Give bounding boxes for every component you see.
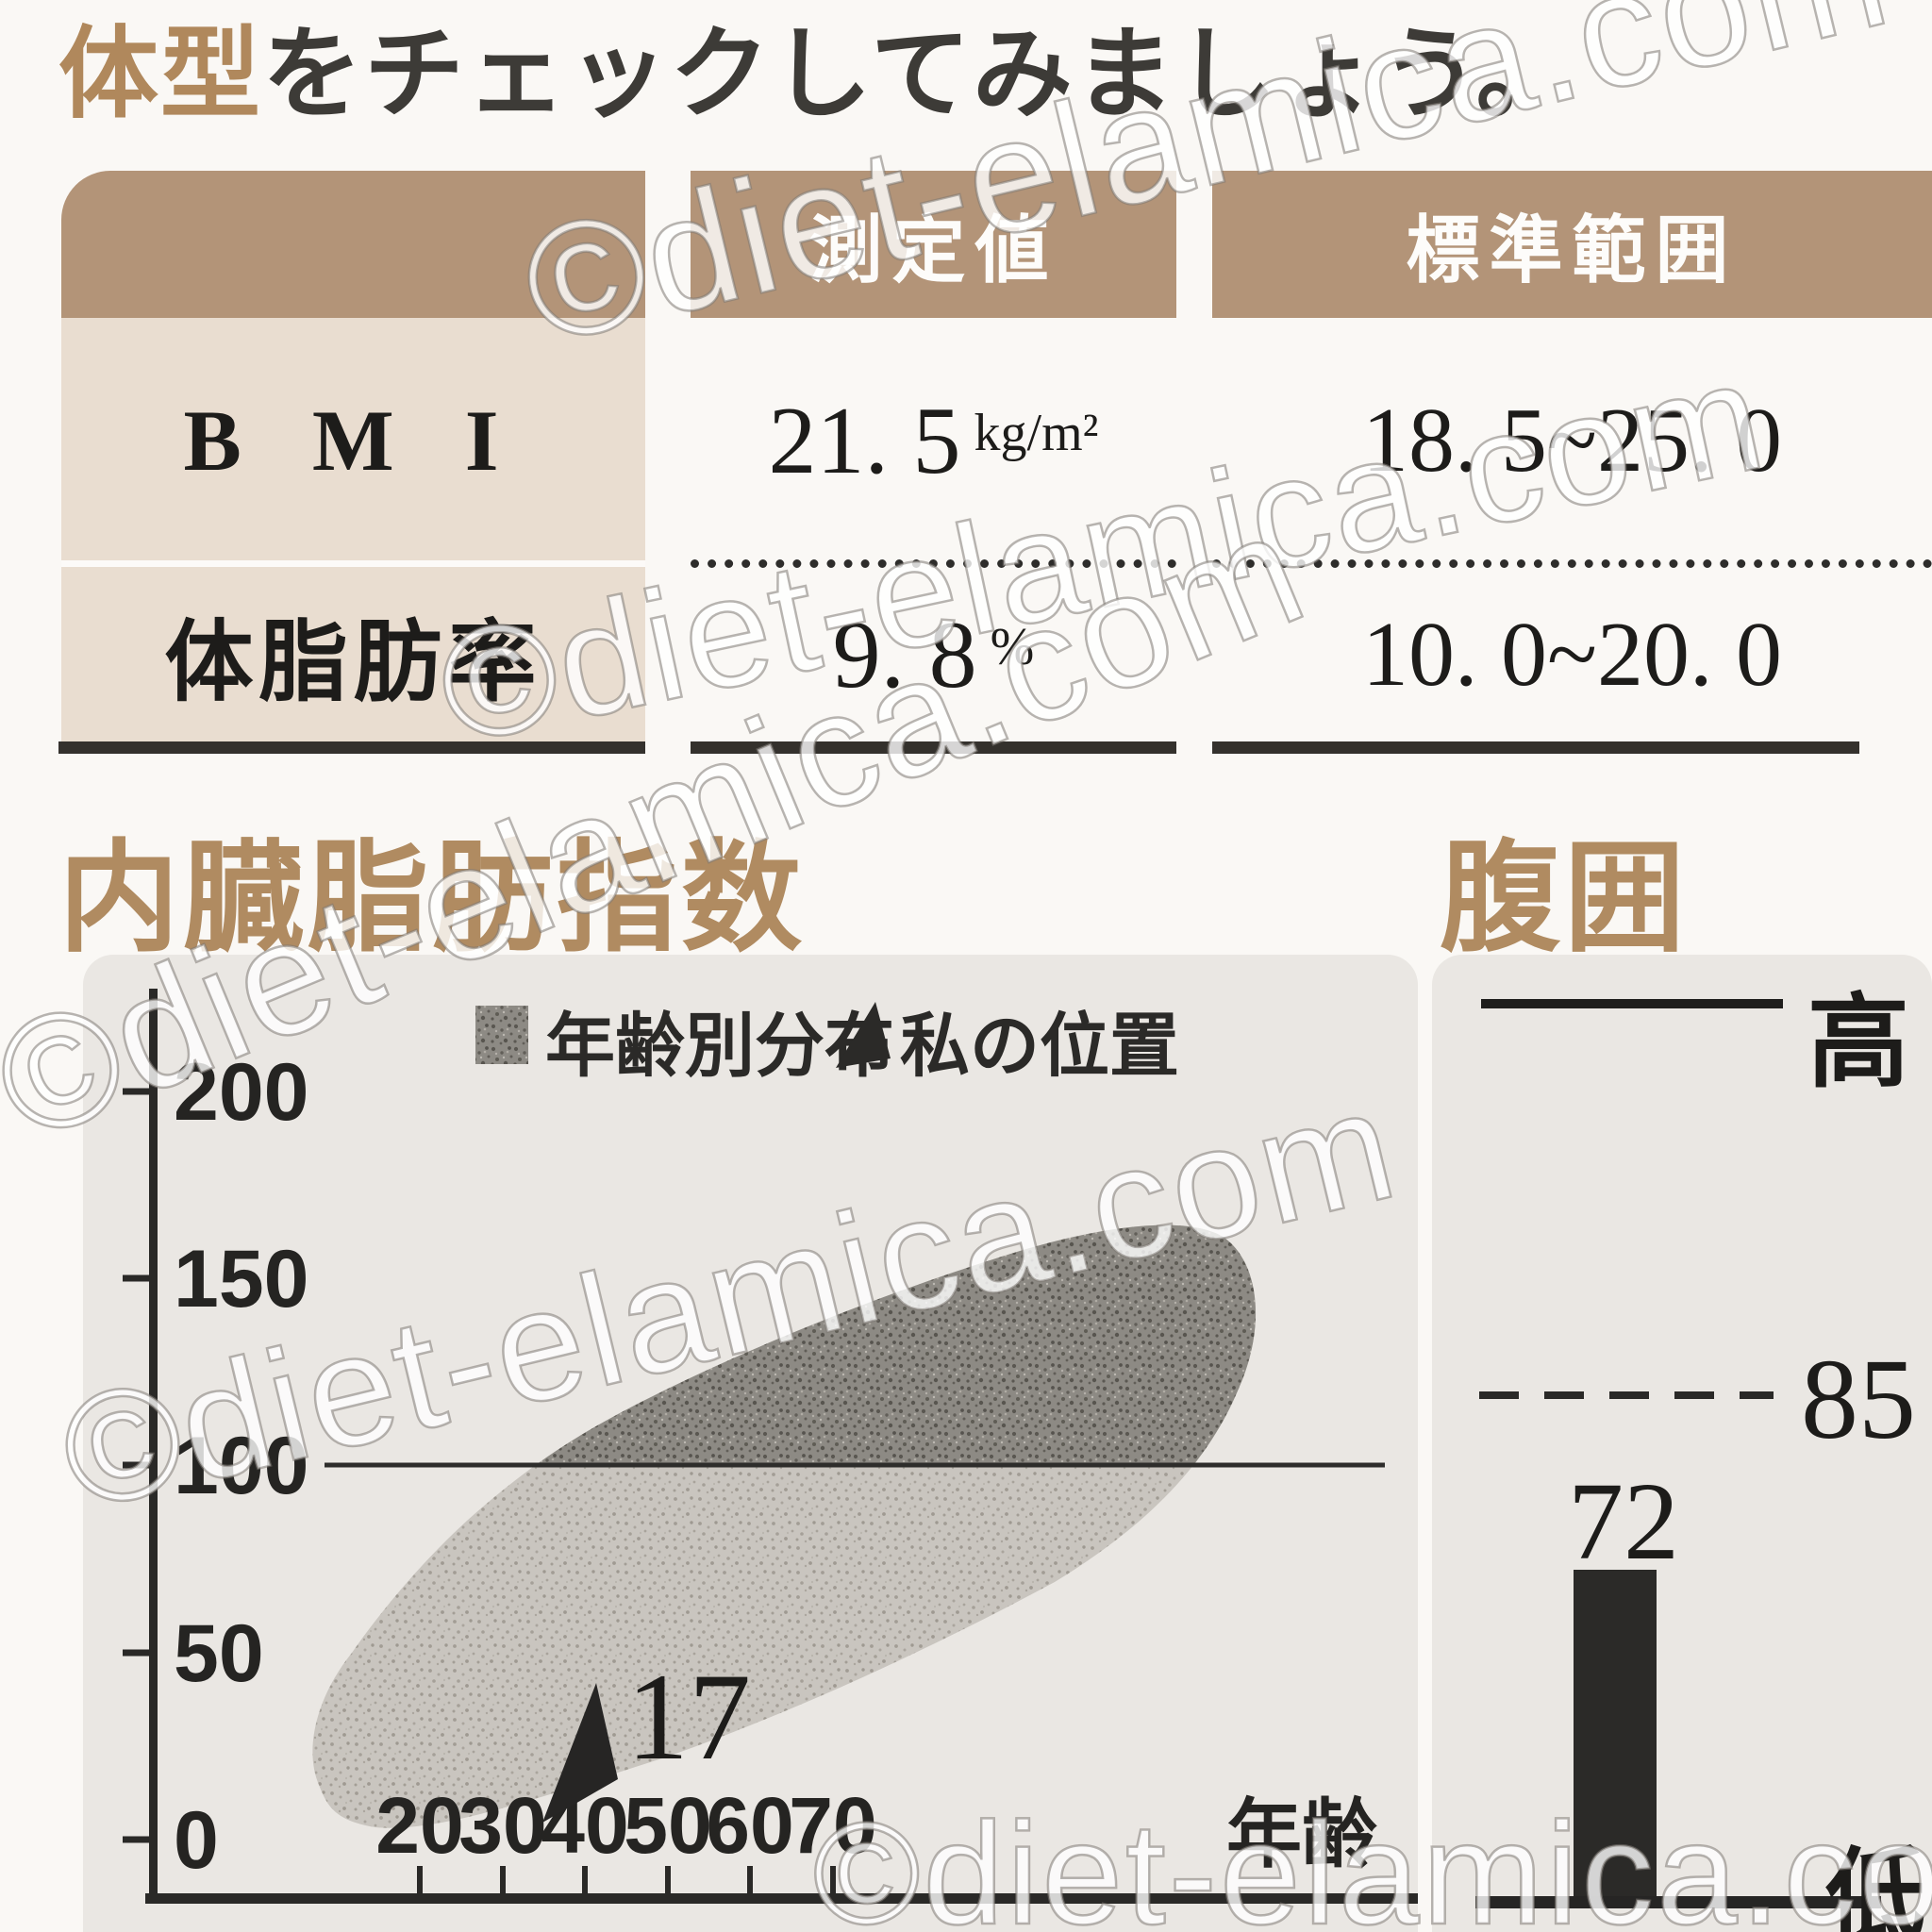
waist-low-label: 低 xyxy=(1825,1841,1925,1932)
y-tick-50: 50 xyxy=(174,1608,264,1699)
marker-value-label: 17 xyxy=(626,1647,751,1786)
chart-legend: 年齢別分布 私の位置 xyxy=(475,1002,1179,1085)
table-bottom-rule xyxy=(691,741,1176,754)
table-header-measured: 測定値 xyxy=(691,171,1176,318)
marker-triangle-icon xyxy=(542,1683,618,1823)
waist-chart: 高 85 72 低 xyxy=(1432,955,1932,1932)
x-axis-title: 年齢 xyxy=(1226,1792,1377,1876)
bodyfat-standard-range: 10. 0~20. 0 xyxy=(1361,604,1783,706)
y-tick-0: 0 xyxy=(174,1795,219,1886)
row-label-bodyfat: 体脂肪率 xyxy=(164,614,542,712)
distribution-swatch-icon xyxy=(475,1006,528,1064)
waist-heading: 腹囲 xyxy=(1440,831,1690,966)
bodyfat-measured-value: 9. 8 % xyxy=(691,570,1176,740)
x-tick-30: 30 xyxy=(458,1781,546,1870)
waist-high-label: 高 xyxy=(1807,988,1909,1100)
y-tick-200: 200 xyxy=(174,1047,309,1138)
row-separator-dotted xyxy=(691,559,1176,568)
waist-value-label: 72 xyxy=(1568,1459,1679,1583)
title-rest: をチェックしてみましょう。 xyxy=(262,19,1578,130)
standard-header-label: 標準範囲 xyxy=(1406,208,1739,291)
my-position-marker: 17 xyxy=(542,1647,751,1823)
row-separator-labelcol xyxy=(61,560,645,567)
bmi-measured-value: 21. 5 kg/m² xyxy=(691,318,1176,563)
table-header-standard: 標準範囲 xyxy=(1212,171,1932,318)
visceral-fat-heading: 内臓脂肪指数 xyxy=(58,831,807,966)
y-axis-labels: 200 150 100 50 0 xyxy=(174,1047,309,1886)
table-label-column-bg xyxy=(61,318,645,742)
table-bottom-rule xyxy=(1212,741,1859,754)
age-distribution-band xyxy=(312,1224,1257,1828)
y-axis-line xyxy=(149,989,158,1904)
measured-header-label: 測定値 xyxy=(808,208,1058,291)
y-tick-100: 100 xyxy=(174,1421,309,1511)
y-axis-ticks xyxy=(123,1088,158,1843)
bmi-unit: kg/m² xyxy=(974,404,1099,462)
visceral-fat-chart: 200 150 100 50 0 20 30 40 50 60 70 年齢 xyxy=(83,955,1418,1932)
x-tick-70: 70 xyxy=(789,1781,876,1870)
position-triangle-icon xyxy=(836,1002,891,1068)
legend-position-label: 私の位置 xyxy=(900,1007,1179,1085)
waist-threshold-label: 85 xyxy=(1801,1336,1916,1463)
legend-distribution-label: 年齢別分布 xyxy=(545,1007,894,1085)
bodyfat-unit: % xyxy=(990,618,1035,676)
row-label-bmi: B M I xyxy=(183,392,524,489)
row-separator-dotted xyxy=(1212,559,1932,568)
table-bottom-rule xyxy=(58,741,645,754)
bmi-value: 21. 5 xyxy=(768,387,961,494)
x-tick-20: 20 xyxy=(375,1781,463,1870)
x-axis-ticks xyxy=(417,1866,836,1895)
x-tick-50: 50 xyxy=(624,1781,711,1870)
waist-panel-bg xyxy=(1432,955,1932,1932)
waist-bar xyxy=(1574,1570,1657,1902)
waist-baseline xyxy=(1475,1896,1881,1908)
bmi-standard-range: 18. 5~25. 0 xyxy=(1361,390,1783,491)
page-title: 体型をチェックしてみましょう。 xyxy=(58,0,1577,138)
table-header-label-column xyxy=(61,171,645,318)
bodyfat-value: 9. 8 xyxy=(832,601,977,708)
title-highlight: 体型 xyxy=(58,19,262,130)
x-tick-60: 60 xyxy=(706,1781,793,1870)
x-axis-line xyxy=(145,1893,1418,1904)
x-axis-labels: 20 30 40 50 60 70 xyxy=(375,1781,876,1870)
y-tick-150: 150 xyxy=(174,1234,309,1324)
